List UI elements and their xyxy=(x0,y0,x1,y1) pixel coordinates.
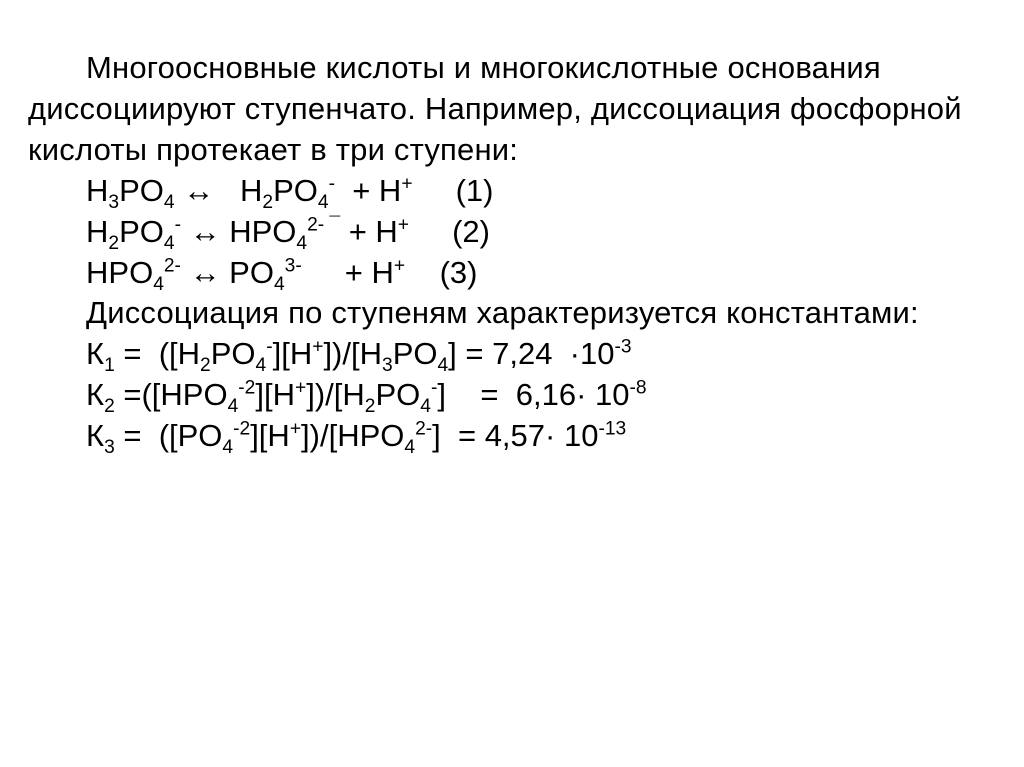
equation-2: H2PO4- ↔ HPO42- ¯ + H+ (2) xyxy=(28,212,996,253)
constants-intro: Диссоциация по ступеням характеризуется … xyxy=(28,293,996,334)
constant-k3: К3 = ([PO4-2][H+])/[HPO42-] = 4,57· 10-1… xyxy=(28,416,996,457)
equation-3: HPO42- ↔ PO43- + H+ (3) xyxy=(28,253,996,294)
slide-page: Многоосновные кислоты и многокислотные о… xyxy=(0,0,1024,767)
equation-1: H3PO4 ↔ H2PO4- + H+ (1) xyxy=(28,171,996,212)
constant-k2: К2 =([HPO4-2][H+])/[H2PO4-] = 6,16· 10-8 xyxy=(28,375,996,416)
constant-k1: К1 = ([H2PO4-][H+])/[H3PO4] = 7,24 ·10-3 xyxy=(28,334,996,375)
intro-paragraph: Многоосновные кислоты и многокислотные о… xyxy=(28,48,996,171)
